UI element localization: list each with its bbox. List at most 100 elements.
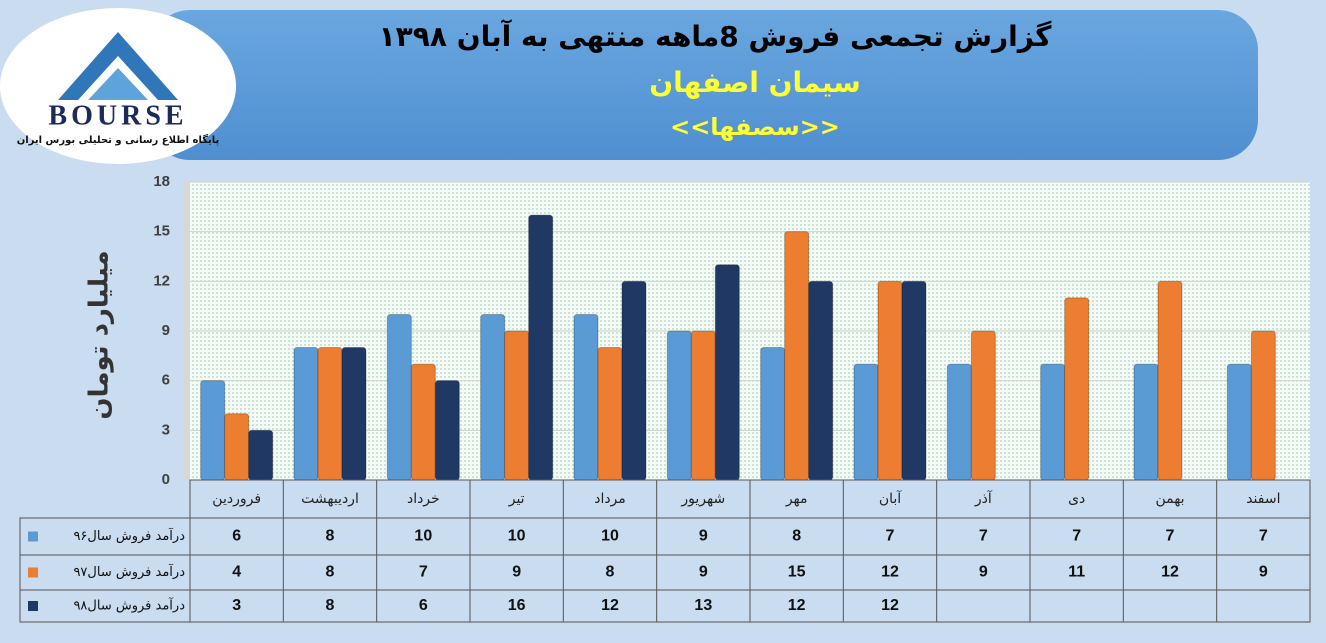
table-value: 10: [601, 528, 619, 545]
chart-subtitle: سیمان اصفهان: [649, 66, 861, 99]
x-tick-label: اردیبهشت: [301, 491, 359, 507]
x-tick-label: آبان: [879, 490, 902, 507]
table-value: 10: [508, 528, 526, 545]
bar: [1250, 330, 1276, 481]
x-tick-label: شهریور: [680, 491, 725, 507]
bar: [504, 330, 530, 481]
chart-title: گزارش تجمعی فروش 8ماهه منتهی به آبان ۱۳۹…: [379, 19, 1053, 53]
table-value: 3: [232, 597, 241, 614]
bar: [690, 330, 716, 481]
y-tick-label: 15: [153, 223, 170, 240]
chart-symbol: <<سصفها>>: [670, 113, 840, 141]
logo-mark: [88, 68, 148, 100]
table-value: 9: [699, 564, 708, 581]
table-value: 8: [326, 528, 335, 545]
x-tick-label: دی: [1068, 491, 1085, 507]
table-value: 12: [601, 597, 619, 614]
table-value: 11: [1068, 564, 1085, 581]
bar: [293, 347, 319, 481]
title-banner: [150, 10, 1258, 160]
table-value: 8: [326, 597, 335, 614]
bar: [224, 413, 250, 481]
bar: [410, 363, 436, 481]
table-value: 9: [699, 528, 708, 545]
bar: [784, 231, 810, 481]
table-value: 7: [979, 528, 988, 545]
bar: [248, 429, 274, 481]
x-tick-label: تیر: [508, 491, 525, 507]
bar: [946, 363, 972, 481]
table-value: 15: [788, 564, 806, 581]
x-tick-label: بهمن: [1155, 491, 1184, 507]
x-tick-label: مرداد: [594, 491, 626, 507]
x-tick-label: اسفند: [1246, 491, 1280, 507]
table-value: 16: [508, 597, 526, 614]
table-value: 12: [1161, 564, 1179, 581]
bar: [808, 280, 834, 481]
legend-label: درآمد فروش سال۹۸: [73, 597, 185, 614]
y-tick-label: 3: [162, 421, 170, 438]
table-value: 9: [512, 564, 521, 581]
bar: [714, 264, 740, 481]
table-value: 7: [886, 528, 895, 545]
bar: [760, 347, 786, 481]
x-tick-label: فروردین: [212, 491, 261, 507]
bar: [200, 380, 226, 481]
x-tick-label: خرداد: [407, 491, 440, 507]
legend-label: درآمد فروش سال۹۷: [73, 563, 185, 580]
y-tick-label: 6: [162, 372, 170, 389]
logo-tagline: پایگاه اطلاع رسانی و تحلیلی بورس ایران: [17, 133, 220, 146]
bar: [434, 380, 460, 481]
table-value: 7: [1166, 528, 1175, 545]
y-tick-label: 0: [162, 471, 170, 488]
logo-mark: [58, 32, 178, 100]
bar: [341, 347, 367, 481]
table-value: 12: [881, 564, 899, 581]
table-value: 7: [1259, 528, 1268, 545]
bar: [573, 313, 599, 481]
y-tick-label: 12: [153, 272, 170, 289]
logo-text: BOURSE: [48, 100, 187, 131]
bar: [853, 363, 879, 481]
legend-swatch: [28, 531, 38, 542]
y-tick-label: 18: [153, 173, 170, 190]
bar: [901, 280, 927, 481]
bar: [528, 214, 554, 481]
table-value: 7: [419, 564, 428, 581]
table-value: 9: [1259, 564, 1268, 581]
legend-swatch: [28, 601, 38, 611]
table-value: 8: [792, 528, 801, 545]
bar: [597, 347, 623, 481]
table-value: 13: [694, 597, 712, 614]
table-value: 8: [326, 564, 335, 581]
bar: [1226, 363, 1252, 481]
table-value: 8: [606, 564, 615, 581]
bar: [970, 330, 996, 481]
table-value: 7: [1072, 528, 1081, 545]
bar: [480, 313, 506, 481]
bar: [621, 280, 647, 481]
bar: [877, 280, 903, 481]
bar: [1064, 297, 1090, 481]
table-value: 12: [788, 597, 806, 614]
x-tick-label: مهر: [785, 491, 808, 507]
table-value: 9: [979, 564, 988, 581]
bar: [1133, 363, 1159, 481]
table-value: 4: [232, 564, 241, 581]
plot-side-wall: [184, 182, 190, 480]
x-tick-label: آذر: [974, 490, 993, 507]
bar: [666, 330, 692, 481]
table-value: 12: [881, 597, 899, 614]
bar: [1040, 363, 1066, 481]
table-value: 10: [414, 528, 432, 545]
y-axis-label: میلیارد تومان: [85, 250, 115, 419]
bar: [386, 313, 412, 481]
bar: [1157, 280, 1183, 481]
y-tick-label: 9: [162, 322, 170, 339]
table-value: 6: [232, 528, 241, 545]
legend-swatch: [28, 567, 38, 578]
table-value: 6: [419, 597, 428, 614]
legend-label: درآمد فروش سال۹۶: [73, 527, 185, 544]
bar: [317, 347, 343, 481]
